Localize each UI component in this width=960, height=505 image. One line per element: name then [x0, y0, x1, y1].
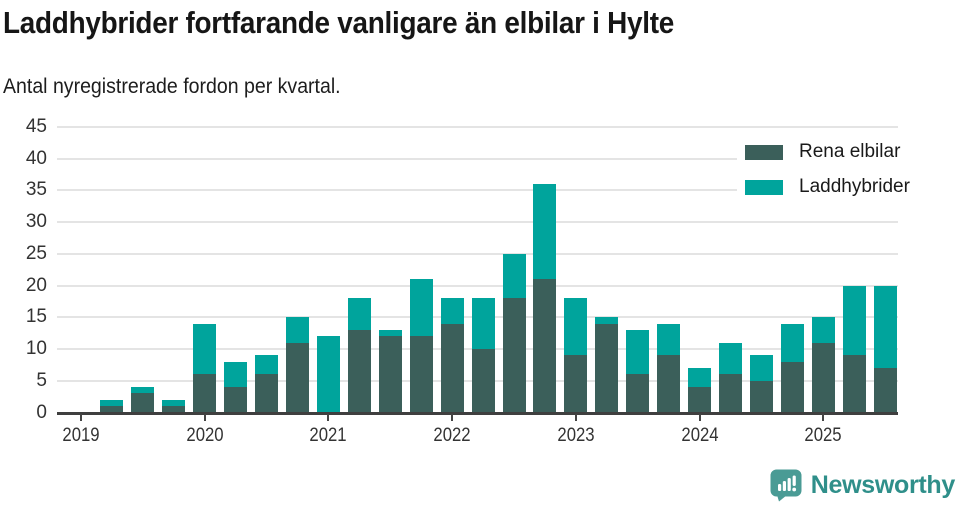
bar-segment-rena-elbilar: [100, 406, 124, 413]
bar-segment-laddhybrider: [471, 298, 495, 350]
x-axis-tick: [698, 414, 701, 421]
bar-segment-laddhybrider: [347, 298, 371, 331]
gridline: [57, 157, 898, 160]
y-axis-label: 0: [36, 401, 47, 423]
gridline: [57, 221, 898, 224]
bar-segment-laddhybrider: [873, 285, 897, 369]
bar-segment-rena-elbilar: [719, 374, 743, 413]
y-axis-label: 25: [25, 242, 47, 264]
x-axis-label: 2023: [557, 425, 595, 446]
bar-segment-rena-elbilar: [378, 336, 402, 413]
bar-segment-rena-elbilar: [533, 279, 557, 413]
bar-segment-laddhybrider: [131, 387, 155, 394]
x-axis-tick: [203, 414, 206, 421]
bar-segment-rena-elbilar: [749, 380, 773, 413]
bar-segment-rena-elbilar: [842, 355, 866, 413]
stacked-bar-chart: 0 5 10 15 20 25 30 35 40 45 2019 2020 2021 2022 2023 20…: [25, 116, 898, 446]
bar-segment-rena-elbilar: [131, 393, 155, 413]
bar-segment-rena-elbilar: [471, 349, 495, 413]
bar-segment-laddhybrider: [842, 285, 866, 356]
bar-segment-rena-elbilar: [564, 355, 588, 413]
bar-segment-rena-elbilar: [224, 387, 248, 413]
bar-segment-rena-elbilar: [873, 368, 897, 413]
bar-segment-rena-elbilar: [162, 406, 186, 413]
bar-segment-laddhybrider: [286, 317, 309, 343]
bar-segment-rena-elbilar: [502, 298, 526, 413]
bar-segment-laddhybrider: [780, 323, 804, 362]
x-axis-label: 2024: [680, 425, 719, 446]
bar-segment-rena-elbilar: [811, 342, 835, 413]
x-axis-label: 2020: [186, 425, 224, 446]
y-axis-label: 35: [25, 179, 47, 201]
x-axis-label: 2019: [62, 425, 100, 446]
bar-segment-rena-elbilar: [255, 374, 279, 413]
bar-segment-laddhybrider: [162, 399, 186, 407]
y-axis-label: 30: [25, 211, 47, 233]
bar-segment-laddhybrider: [100, 399, 124, 407]
x-axis-tick: [822, 414, 825, 421]
legend-swatch-rena-elbilar: [745, 144, 783, 160]
bar-segment-laddhybrider: [811, 317, 835, 343]
bar-segment-rena-elbilar: [688, 387, 712, 413]
gridline: [57, 252, 898, 255]
bar-segment-rena-elbilar: [193, 374, 217, 413]
bar-segment-rena-elbilar: [440, 323, 464, 413]
chart-legend: Rena elbilar Laddhybrider: [737, 137, 937, 204]
bar-segment-laddhybrider: [193, 323, 217, 375]
bar-segment-laddhybrider: [440, 298, 464, 324]
legend-swatch-laddhybrider: [745, 179, 783, 195]
bar-segment-rena-elbilar: [347, 330, 371, 413]
x-axis-label: 2025: [804, 425, 842, 446]
bar-segment-laddhybrider: [719, 342, 743, 375]
bar-segment-rena-elbilar: [595, 323, 619, 413]
newsworthy-logo-icon: [770, 469, 802, 502]
legend-item-rena-elbilar: Rena elbilar: [745, 141, 937, 163]
gridline: [57, 189, 898, 192]
bar-segment-rena-elbilar: [780, 361, 804, 413]
bar-segment-rena-elbilar: [657, 355, 681, 413]
x-axis-tick: [327, 414, 330, 421]
brand-name: Newsworthy: [810, 471, 956, 499]
bar-segment-laddhybrider: [255, 355, 279, 375]
gridline: [57, 284, 898, 287]
bar-segment-laddhybrider: [533, 184, 557, 280]
bar-segment-laddhybrider: [564, 298, 588, 356]
gridline: [57, 126, 898, 128]
brand-footer: Newsworthy: [769, 469, 955, 502]
y-axis-label: 20: [25, 274, 47, 296]
chart-title: Laddhybrider fortfarande vanligare än el…: [3, 5, 674, 40]
bar-segment-laddhybrider: [657, 323, 681, 356]
x-axis-tick: [451, 414, 454, 421]
y-axis-label: 10: [25, 338, 47, 360]
x-axis-tick: [574, 414, 577, 421]
bar-segment-laddhybrider: [688, 368, 712, 388]
legend-item-laddhybrider: Laddhybrider: [745, 176, 937, 198]
y-axis-label: 45: [25, 116, 47, 137]
x-axis-label: 2021: [309, 425, 348, 446]
chart-subtitle: Antal nyregistrerade fordon per kvartal.: [3, 75, 341, 98]
bar-segment-laddhybrider: [626, 330, 650, 375]
bar-segment-rena-elbilar: [286, 342, 309, 413]
bar-segment-laddhybrider: [224, 361, 248, 388]
bar-segment-rena-elbilar: [409, 336, 433, 413]
bar-segment-rena-elbilar: [626, 374, 650, 413]
legend-label-rena-elbilar: Rena elbilar: [799, 141, 901, 162]
bar-segment-laddhybrider: [378, 330, 402, 337]
bar-segment-laddhybrider: [749, 355, 773, 381]
y-axis-label: 40: [25, 147, 47, 169]
x-axis-line: [57, 411, 898, 415]
bar-segment-laddhybrider: [595, 317, 619, 324]
y-axis-label: 5: [36, 369, 47, 391]
bar-segment-laddhybrider: [409, 279, 433, 337]
bar-segment-laddhybrider: [502, 253, 526, 299]
x-axis-label: 2022: [433, 425, 471, 446]
bar-segment-laddhybrider: [316, 336, 340, 413]
y-axis-label: 15: [25, 306, 47, 328]
x-axis-tick: [80, 414, 82, 421]
legend-label-laddhybrider: Laddhybrider: [799, 176, 910, 197]
